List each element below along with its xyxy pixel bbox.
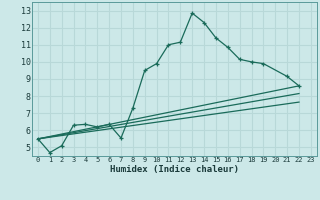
X-axis label: Humidex (Indice chaleur): Humidex (Indice chaleur) [110,165,239,174]
